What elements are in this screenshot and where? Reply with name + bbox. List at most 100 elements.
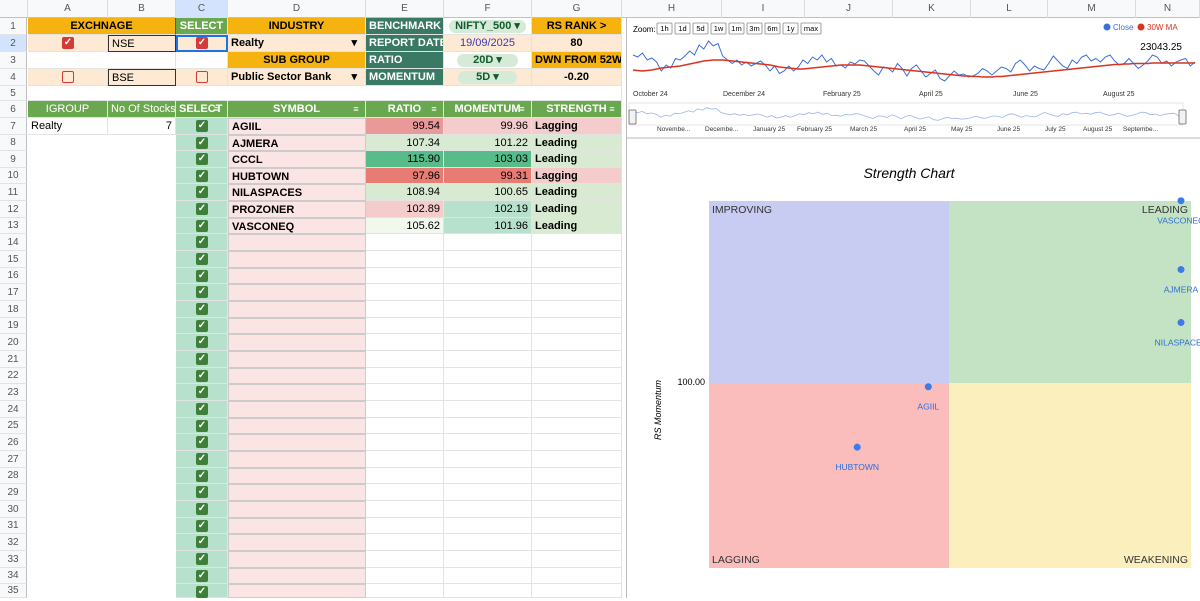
ratio-cell[interactable] [366,518,444,534]
momentum-cell[interactable]: 99.31 [444,168,532,184]
ratio-cell[interactable] [366,234,444,251]
ratio-cell[interactable]: 107.34 [366,135,444,151]
momentum-cell[interactable] [444,401,532,418]
zoom-button-1h[interactable] [656,22,673,35]
momentum-cell[interactable] [444,301,532,318]
strength-cell[interactable]: Lagging [532,118,622,135]
checkbox-checked-icon[interactable]: ✓ [196,320,208,332]
strength-cell[interactable] [532,334,622,351]
checkbox-checked-icon[interactable]: ✓ [196,303,208,315]
row-header-20[interactable]: 20 [0,334,27,351]
checkbox-checked-icon[interactable]: ✓ [196,336,208,348]
checkbox-checked-icon[interactable]: ✓ [196,403,208,415]
row-header-17[interactable]: 17 [0,284,27,301]
row-header-30[interactable]: 30 [0,501,27,518]
momentum-header[interactable]: MOMENTUM ≡ [444,101,532,118]
checkbox-unchecked-icon[interactable] [196,71,208,83]
row-header-34[interactable]: 34 [0,568,27,584]
momentum-cell[interactable] [444,284,532,301]
ratio-cell[interactable] [366,384,444,401]
select-all-corner[interactable] [0,0,28,18]
momentum-cell[interactable] [444,468,532,484]
momentum-cell[interactable] [444,318,532,334]
symbol-cell[interactable]: AJMERA [228,135,366,151]
row-header-6[interactable]: 6 [0,101,27,118]
ratio-cell[interactable] [366,318,444,334]
filter-icon[interactable]: ≡ [214,104,220,114]
checkbox-checked-icon[interactable]: ✓ [196,137,208,149]
row-header-15[interactable]: 15 [0,251,27,268]
symbol-cell[interactable] [228,234,366,251]
checkbox-checked-icon[interactable]: ✓ [196,553,208,565]
column-header-c[interactable]: C [176,0,228,18]
strength-cell[interactable]: Leading [532,201,622,218]
symbol-cell[interactable] [228,501,366,518]
checkbox-checked-icon[interactable]: ✓ [62,37,74,49]
zoom-button-1y[interactable] [782,22,799,35]
checkbox-checked-icon[interactable]: ✓ [196,436,208,448]
select-checkbox-cell-2[interactable] [176,69,228,86]
strength-cell[interactable] [532,468,622,484]
momentum-cell[interactable] [444,368,532,384]
symbol-cell[interactable] [228,568,366,584]
row-header-21[interactable]: 21 [0,351,27,368]
strength-cell[interactable] [532,551,622,568]
zoom-button-6m[interactable] [764,22,781,35]
symbol-cell[interactable] [228,418,366,434]
report-date-value[interactable]: 19/09/2025 [444,35,532,52]
ratio-cell[interactable] [366,251,444,268]
checkbox-checked-icon[interactable]: ✓ [196,420,208,432]
column-header-g[interactable]: G [532,0,622,18]
row-header-29[interactable]: 29 [0,484,27,501]
momentum-cell[interactable] [444,501,532,518]
momentum-cell[interactable] [444,434,532,451]
checkbox-checked-icon[interactable]: ✓ [196,453,208,465]
strength-cell[interactable] [532,351,622,368]
row-header-14[interactable]: 14 [0,234,27,251]
strength-cell[interactable] [532,484,622,501]
strength-cell[interactable]: Lagging [532,168,622,184]
row-header-5[interactable]: 5 [0,86,27,101]
momentum-cell[interactable] [444,451,532,468]
exchange-checkbox-cell-bse[interactable] [28,69,108,86]
column-header-b[interactable]: B [108,0,176,18]
row-header-35[interactable]: 35 [0,584,27,598]
row-header-12[interactable]: 12 [0,201,27,218]
subgroup-select[interactable]: Public Sector Bank ▾ [228,69,366,86]
column-header-e[interactable]: E [366,0,444,18]
ratio-cell[interactable] [366,468,444,484]
momentum-cell[interactable]: 101.96 [444,218,532,234]
navigator-right-handle[interactable] [1178,109,1187,125]
momentum-cell[interactable] [444,584,532,598]
ratio-header[interactable]: RATIO ≡ [366,101,444,118]
symbol-cell[interactable]: PROZONER [228,201,366,218]
dwn-value[interactable]: -0.20 [532,69,622,86]
row-header-24[interactable]: 24 [0,401,27,418]
column-header-h[interactable]: H [622,0,722,18]
row-header-1[interactable]: 1 [0,18,27,35]
checkbox-checked-icon[interactable]: ✓ [196,37,208,49]
checkbox-checked-icon[interactable]: ✓ [196,586,208,598]
ratio-cell[interactable] [366,351,444,368]
row-header-33[interactable]: 33 [0,551,27,568]
symbol-cell[interactable] [228,351,366,368]
strength-cell[interactable] [532,568,622,584]
symbol-cell[interactable] [228,401,366,418]
symbol-cell[interactable]: AGIIL [228,118,366,135]
row-header-16[interactable]: 16 [0,268,27,284]
zoom-button-3m[interactable] [746,22,763,35]
rsrank-value[interactable]: 80 [532,35,622,52]
strength-cell[interactable] [532,284,622,301]
strength-cell[interactable] [532,501,622,518]
symbol-cell[interactable] [228,551,366,568]
ratio-cell[interactable]: 115.90 [366,151,444,168]
strength-cell[interactable] [532,434,622,451]
momentum-cell[interactable] [444,251,532,268]
symbol-cell[interactable] [228,484,366,501]
momentum-cell[interactable] [444,534,532,551]
symbol-cell[interactable]: CCCL [228,151,366,168]
symbol-cell[interactable] [228,368,366,384]
strength-cell[interactable] [532,418,622,434]
ratio-cell[interactable] [366,268,444,284]
strength-cell[interactable]: Leading [532,151,622,168]
